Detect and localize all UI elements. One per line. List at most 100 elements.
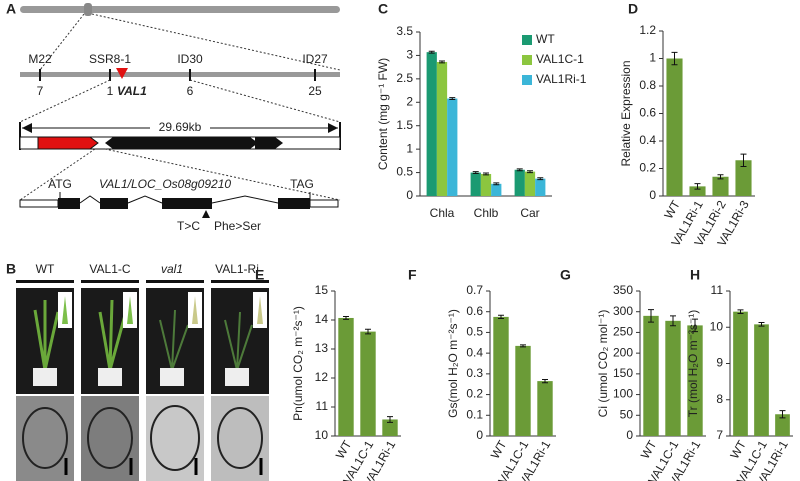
y-tick-label: 1 — [649, 51, 656, 65]
stop-codon: TAG — [290, 177, 314, 191]
y-tick-label: 12 — [315, 370, 329, 384]
bar — [689, 186, 706, 196]
panel-letter: A — [6, 1, 16, 17]
error-bar — [740, 153, 747, 167]
error-bar — [520, 344, 526, 348]
y-axis-title: Relative Expression — [619, 60, 633, 166]
y-tick-label: 0 — [649, 188, 656, 202]
bar — [447, 98, 458, 196]
y-tick-label: 0.4 — [466, 345, 483, 359]
substitution: Phe>Ser — [214, 219, 261, 233]
start-codon: ATG — [48, 177, 72, 191]
recombinant-count: 25 — [308, 84, 322, 98]
marker-label: SSR8-1 — [89, 52, 131, 66]
error-bar — [387, 416, 393, 423]
y-tick-label: 0.2 — [639, 161, 656, 175]
y-tick-label: 0.4 — [639, 133, 656, 147]
x-tick-label: Chla — [430, 206, 455, 220]
bar — [643, 315, 659, 436]
error-bar — [537, 177, 544, 181]
bar — [735, 160, 752, 196]
panel-letter: E — [255, 267, 264, 283]
y-tick-label: 0.2 — [466, 387, 483, 401]
bar — [535, 178, 546, 196]
y-tick-label: 150 — [613, 366, 633, 380]
gene-name: VAL1 — [117, 84, 147, 98]
y-tick-label: 13 — [315, 341, 329, 355]
y-tick-label: 3 — [406, 48, 413, 62]
y-tick-label: 200 — [613, 345, 633, 359]
legend-label: WT — [536, 32, 555, 46]
panel-letter: B — [6, 261, 16, 277]
error-bar — [483, 172, 489, 176]
label-bg — [150, 121, 210, 135]
bar — [733, 311, 748, 436]
y-tick-label: 3.5 — [396, 24, 413, 38]
x-tick-label: Car — [520, 206, 539, 220]
chart: G Ci (umol CO₂ mol⁻¹) 0 50 100 150 200 250 300 35… — [560, 267, 706, 481]
marker-label: ID27 — [302, 52, 328, 66]
y-tick-label: 11 — [711, 283, 724, 297]
x-tick-label: WT — [661, 198, 683, 222]
arrow-head — [22, 123, 32, 133]
y-tick-label: 250 — [613, 325, 633, 339]
chart: F Gs(mol H₂O m⁻²s⁻¹) 0 0.1 0.2 0.3 0.4 0.5 0.6 0.… — [408, 267, 556, 481]
y-tick-label: 0.6 — [466, 304, 483, 318]
panel-a: A M22 SSR8-1 ID30 ID27 7 1 VAL1 6 25 29.… — [6, 1, 341, 233]
bar — [515, 345, 531, 436]
bar — [470, 172, 481, 196]
legend-label: VAL1Ri-1 — [536, 72, 587, 86]
mutation: T>C — [177, 219, 200, 233]
y-axis-title: Tr (mol H₂O m⁻²s⁻¹) — [686, 310, 700, 418]
y-tick-label: 350 — [613, 283, 633, 297]
y-tick-label: 14 — [315, 312, 329, 326]
zoom-line — [104, 148, 341, 201]
y-tick-label: 15 — [315, 283, 329, 297]
panel-letter: H — [690, 267, 700, 283]
gene-arrow — [255, 137, 283, 149]
x-tick-label: WT — [333, 438, 355, 462]
bar — [493, 316, 509, 436]
error-bar — [779, 410, 786, 419]
y-tick-label: 0.1 — [466, 407, 483, 421]
centromere — [84, 3, 92, 16]
legend-label: VAL1C-1 — [536, 52, 584, 66]
bar — [687, 325, 703, 436]
bar — [537, 381, 553, 436]
bar — [775, 414, 790, 436]
x-tick-label: WT — [638, 438, 660, 462]
y-tick-label: 0 — [406, 188, 413, 202]
interval-length: 29.69kb — [159, 120, 202, 134]
error-bar — [449, 97, 456, 100]
y-tick-label: 0.8 — [639, 78, 656, 92]
gene-arrow — [105, 137, 150, 149]
y-tick-label: 0.7 — [466, 283, 483, 297]
gene-arrow — [37, 136, 99, 150]
error-bar — [758, 322, 765, 327]
y-axis-title: Pn(umol CO₂ m⁻²s⁻¹) — [291, 306, 305, 421]
y-tick-label: 2.5 — [396, 71, 413, 85]
chart: C Content (mg g⁻¹ FW) 0 0.5 1 1.5 2 2.5 3 3.5 Chla… — [376, 1, 587, 220]
y-tick-label: 2 — [406, 94, 413, 108]
y-tick-label: 1.2 — [639, 23, 656, 37]
x-tick-label: Chlb — [474, 206, 499, 220]
panel-letter: G — [560, 267, 571, 283]
genotype-label: VAL1-Ri — [215, 262, 259, 276]
y-tick-label: 0.6 — [639, 106, 656, 120]
y-tick-label: 10 — [710, 319, 724, 333]
error-bar — [493, 182, 500, 186]
error-bar — [694, 183, 701, 190]
marker-label: ID30 — [177, 52, 203, 66]
bar — [665, 320, 681, 436]
locus-name: VAL1/LOC_Os08g09210 — [99, 177, 231, 191]
label-bars — [16, 280, 269, 283]
error-bar — [498, 314, 504, 320]
y-tick-label: 100 — [613, 387, 633, 401]
bar — [491, 183, 502, 196]
error-bar — [670, 315, 676, 327]
panel-letter: F — [408, 267, 417, 283]
error-bar — [542, 378, 548, 384]
legend-swatch — [522, 35, 532, 45]
gene-arrow — [150, 137, 258, 149]
